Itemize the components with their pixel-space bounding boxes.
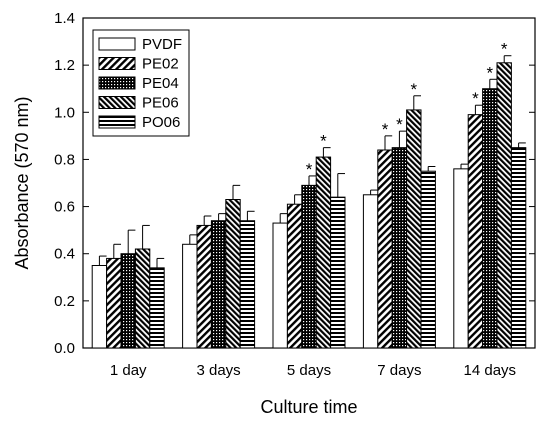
significance-star: *: [410, 80, 417, 99]
bar: [106, 257, 122, 349]
significance-star: *: [472, 89, 479, 108]
legend-label: PVDF: [142, 36, 182, 53]
bar: [377, 149, 393, 349]
bar: [420, 170, 436, 349]
legend-swatch: [98, 96, 136, 109]
bar: [182, 243, 198, 349]
x-axis-label: Culture time: [260, 397, 357, 417]
x-axis: 1 day 3 days 5 days 7 days 14 days: [110, 342, 516, 379]
bar: [496, 62, 512, 349]
x-tick-label: 5 days: [287, 362, 331, 379]
bar: [406, 109, 422, 349]
legend: PVDF PE02 PE04 PE06 PO06: [92, 29, 190, 137]
significance-star: *: [486, 63, 493, 82]
legend-label: PE02: [142, 56, 179, 73]
bar: [510, 147, 527, 349]
significance-star: *: [382, 120, 389, 139]
bar: [330, 196, 346, 349]
legend-label: PO06: [142, 114, 180, 131]
y-tick-label: 0.0: [54, 340, 75, 357]
y-tick-label: 0.4: [54, 246, 75, 263]
x-tick-label: 7 days: [377, 362, 421, 379]
y-tick-label: 1.4: [54, 10, 75, 27]
y-axis-label: Absorbance (570 nm): [12, 96, 32, 269]
x-tick-label: 14 days: [464, 362, 517, 379]
x-tick-label: 3 days: [196, 362, 240, 379]
bar: [467, 114, 484, 349]
error-bars: [98, 55, 526, 268]
bar: [272, 222, 288, 349]
significance-markers: * * * * * * * *: [306, 40, 508, 179]
y-tick-label: 1.0: [54, 104, 75, 121]
significance-star: *: [320, 132, 327, 151]
bar: [286, 203, 303, 349]
bar: [315, 156, 332, 349]
bar: [239, 220, 256, 349]
bar: [91, 265, 108, 349]
bar: [301, 184, 317, 349]
bar: [210, 220, 227, 349]
legend-label: PE04: [142, 75, 179, 92]
bar: [134, 248, 151, 349]
bar: [120, 253, 136, 349]
bar: [149, 267, 165, 349]
bar: [391, 147, 408, 349]
x-tick-label: 1 day: [110, 362, 147, 379]
y-tick-label: 0.2: [54, 293, 75, 310]
y-tick-label: 1.2: [54, 57, 75, 74]
bar: [196, 224, 212, 349]
significance-star: *: [396, 115, 403, 134]
legend-swatch: [98, 57, 136, 70]
significance-star: *: [306, 160, 313, 179]
significance-star: *: [501, 40, 508, 59]
bar: [362, 194, 379, 349]
bar: [225, 199, 241, 349]
y-tick-label: 0.6: [54, 199, 75, 216]
legend-swatch: [98, 115, 136, 129]
legend-swatch: [98, 76, 136, 90]
bar-series: [91, 62, 527, 349]
bar: [482, 88, 498, 349]
bar: [453, 168, 469, 349]
legend-label: PE06: [142, 95, 179, 112]
y-axis: 0.0 0.2 0.4 0.6 0.8 1.0 1.2 1.4: [54, 10, 535, 357]
y-tick-label: 0.8: [54, 151, 75, 168]
legend-swatch: [98, 37, 136, 51]
